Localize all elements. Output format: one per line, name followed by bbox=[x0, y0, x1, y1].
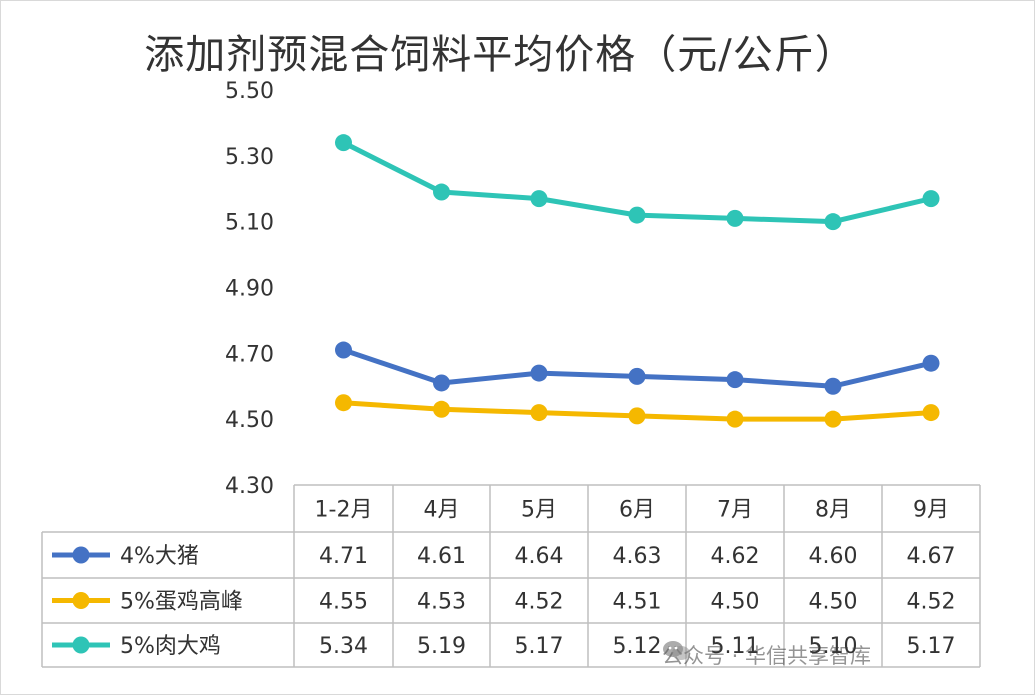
y-tick-label: 5.50 bbox=[225, 79, 274, 104]
x-category-label: 8月 bbox=[815, 498, 851, 523]
table-value-cell: 4.64 bbox=[515, 544, 564, 569]
y-tick-label: 4.50 bbox=[225, 408, 274, 433]
table-value-cell: 4.53 bbox=[417, 590, 466, 615]
table-value-cell: 4.60 bbox=[809, 544, 858, 569]
watermark-text: 公众号 · 华信共享智库 bbox=[662, 644, 872, 668]
data-point bbox=[433, 400, 450, 418]
data-point bbox=[628, 407, 646, 425]
table-value-cell: 4.67 bbox=[907, 544, 956, 569]
table-value-cell: 5.34 bbox=[319, 634, 368, 659]
table-value-cell: 4.71 bbox=[319, 544, 368, 569]
x-category-label: 1-2月 bbox=[315, 498, 373, 523]
x-category-label: 6月 bbox=[619, 498, 655, 523]
data-point bbox=[628, 206, 646, 224]
y-tick-label: 5.10 bbox=[225, 211, 274, 236]
legend-label: 5%蛋鸡高峰 bbox=[120, 590, 243, 615]
data-point bbox=[922, 404, 940, 422]
data-table: 1-2月 4月 5月 6月 7月 8月 9月 4%大猪 4.71 4.61 4.64 4.63 4.62… bbox=[52, 498, 956, 659]
table-value-cell: 5.17 bbox=[907, 634, 956, 659]
data-point bbox=[726, 410, 744, 428]
chart-title: 添加剂预混合饲料平均价格（元/公斤） bbox=[144, 32, 856, 78]
y-tick-label: 4.90 bbox=[225, 277, 274, 302]
data-point bbox=[628, 367, 646, 385]
legend-label: 5%肉大鸡 bbox=[120, 634, 221, 659]
watermark: 公众号 · 华信共享智库 bbox=[662, 640, 871, 670]
wechat-icon bbox=[663, 641, 690, 660]
y-tick-label: 4.30 bbox=[225, 474, 274, 499]
x-category-label: 9月 bbox=[913, 498, 949, 523]
table-value-cell: 4.52 bbox=[515, 590, 564, 615]
y-tick-label: 4.70 bbox=[225, 342, 274, 367]
data-point bbox=[530, 190, 548, 208]
table-value-cell: 4.50 bbox=[809, 590, 858, 615]
data-point bbox=[335, 394, 352, 412]
data-table-grid bbox=[41, 484, 981, 668]
x-category-label: 7月 bbox=[717, 498, 753, 523]
table-value-cell: 4.61 bbox=[417, 544, 466, 569]
table-value-cell: 4.63 bbox=[613, 544, 662, 569]
data-point bbox=[824, 213, 842, 231]
y-tick-label: 5.30 bbox=[225, 145, 274, 170]
table-value-cell: 4.51 bbox=[613, 590, 662, 615]
table-value-cell: 5.17 bbox=[515, 634, 564, 659]
legend-marker-key bbox=[72, 636, 90, 654]
table-value-cell: 4.52 bbox=[907, 590, 956, 615]
table-value-cell: 5.12 bbox=[613, 634, 662, 659]
table-value-cell: 5.10 bbox=[809, 634, 858, 659]
legend-marker-key bbox=[72, 592, 90, 609]
legend-marker-key bbox=[72, 546, 90, 564]
data-point bbox=[922, 190, 940, 208]
data-point bbox=[824, 377, 842, 395]
table-value-cell: 4.62 bbox=[711, 544, 760, 569]
data-point bbox=[335, 134, 352, 152]
data-point bbox=[530, 364, 548, 382]
y-axis: 4.30 4.50 4.70 4.90 5.10 5.30 5.50 bbox=[225, 79, 274, 499]
data-point bbox=[335, 341, 352, 359]
table-value-cell: 4.55 bbox=[319, 590, 368, 615]
table-value-cell: 4.50 bbox=[711, 590, 760, 615]
data-point bbox=[530, 404, 548, 422]
series-layer bbox=[335, 134, 940, 428]
x-category-label: 4月 bbox=[424, 498, 460, 523]
table-value-cell: 5.19 bbox=[417, 634, 466, 659]
data-point bbox=[726, 209, 744, 227]
data-point bbox=[922, 354, 940, 372]
x-category-label: 5月 bbox=[521, 498, 557, 523]
data-point bbox=[726, 371, 744, 389]
data-point bbox=[824, 410, 842, 428]
data-point bbox=[433, 374, 450, 392]
legend-label: 4%大猪 bbox=[120, 544, 199, 569]
table-value-cell: 5.11 bbox=[711, 634, 760, 659]
data-point bbox=[433, 183, 450, 201]
